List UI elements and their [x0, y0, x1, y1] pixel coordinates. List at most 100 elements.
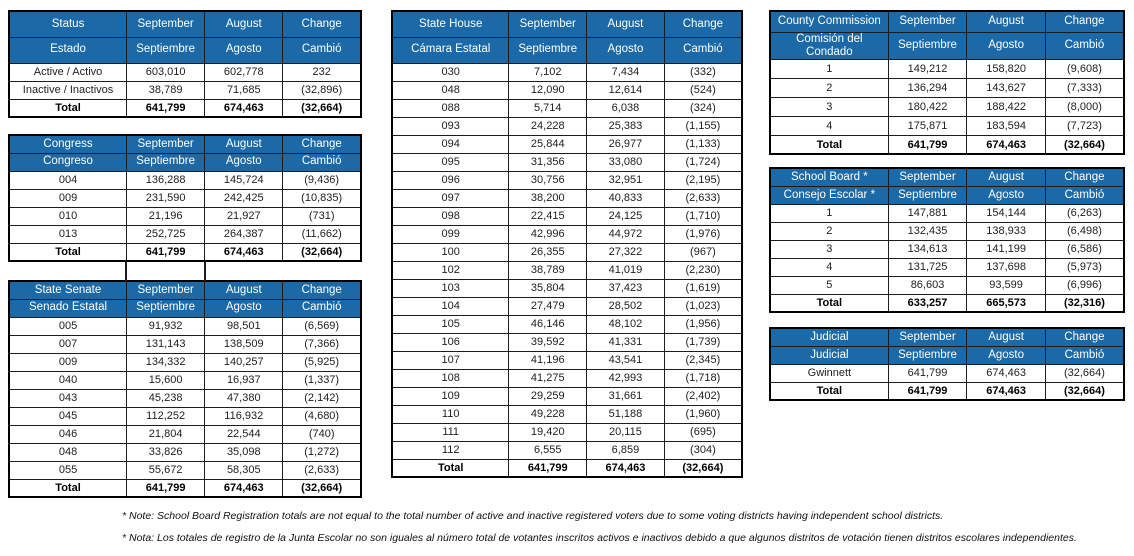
value-cell: (2,633) [282, 460, 362, 480]
value-cell: 98,501 [204, 316, 284, 336]
value-cell: 39,592 [508, 332, 588, 352]
column-header: Change [1044, 10, 1125, 33]
column-header: August [204, 280, 284, 300]
total-row: Total 633,257 665,573 (32,316) [769, 293, 1125, 313]
table-gap [769, 313, 1125, 327]
footnotes: * Note: School Board Registration totals… [122, 510, 1077, 554]
column-header: Agosto [966, 345, 1046, 365]
row-label: 112 [391, 440, 510, 460]
value-cell: 41,019 [586, 260, 665, 280]
value-cell: 6,038 [586, 98, 665, 118]
table-row: 005 91,932 98,501 (6,569) [8, 316, 362, 336]
value-cell: 6,555 [508, 440, 588, 460]
value-cell: (6,569) [282, 316, 362, 336]
table-row: 100 26,355 27,322 (967) [391, 242, 743, 262]
table-row: 2 132,435 138,933 (6,498) [769, 221, 1125, 241]
state_senate-grid: State Senate September August Change Senado … [8, 280, 362, 498]
value-cell: (11,662) [282, 224, 362, 244]
value-cell: 93,599 [966, 275, 1046, 295]
value-cell: (524) [663, 80, 743, 100]
column-header: Septiembre [126, 152, 206, 172]
grid-artifact-line [204, 261, 206, 281]
row-label: 2 [769, 77, 889, 98]
total-value-cell: (32,664) [282, 98, 362, 118]
column-header: Cambió [282, 298, 362, 318]
row-label: 100 [391, 242, 510, 262]
table-row: 098 22,415 24,125 (1,710) [391, 206, 743, 226]
column-header: Cambió [282, 152, 362, 172]
value-cell: 131,143 [126, 334, 206, 354]
column-header: Senado Estatal [8, 298, 128, 318]
value-cell: (2,402) [663, 386, 743, 406]
total-label: Total [391, 458, 510, 478]
column-header: August [204, 10, 284, 38]
value-cell: 38,200 [508, 188, 588, 208]
value-cell: 48,102 [586, 314, 665, 334]
total-value-cell: 665,573 [966, 293, 1046, 313]
total-row: Total 641,799 674,463 (32,664) [8, 98, 362, 118]
column-header: Change [1044, 167, 1125, 187]
column-header: Congress [8, 134, 128, 154]
row-label: 046 [8, 424, 128, 444]
column-header: Estado [8, 36, 128, 64]
value-cell: 31,356 [508, 152, 588, 172]
state-senate-table: State Senate September August Change Senado … [8, 280, 362, 498]
row-label: 010 [8, 206, 128, 226]
value-cell: 143,627 [966, 77, 1046, 98]
school_board-grid: School Board * September August Change Conse… [769, 167, 1125, 314]
table-row: 048 12,090 12,614 (524) [391, 80, 743, 100]
value-cell: 141,199 [966, 239, 1046, 259]
table-row: Active / Activo 603,010 602,778 232 [8, 62, 362, 82]
value-cell: 26,355 [508, 242, 588, 262]
column-header: Judicial [769, 345, 889, 365]
table-row: 048 33,826 35,098 (1,272) [8, 442, 362, 462]
row-label: 093 [391, 116, 510, 136]
row-label: 088 [391, 98, 510, 118]
row-label: 043 [8, 388, 128, 408]
column-header: Septiembre [887, 345, 968, 365]
row-label: 102 [391, 260, 510, 280]
column-header: State Senate [8, 280, 128, 300]
value-cell: (2,633) [663, 188, 743, 208]
value-cell: (10,835) [282, 188, 362, 208]
total-row: Total 641,799 674,463 (32,664) [769, 134, 1125, 155]
value-cell: 41,331 [586, 332, 665, 352]
table-row: 109 29,259 31,661 (2,402) [391, 386, 743, 406]
table-row: 111 19,420 20,115 (695) [391, 422, 743, 442]
value-cell: 136,288 [126, 170, 206, 190]
row-label: 009 [8, 352, 128, 372]
header-row-en: Status September August Change [8, 10, 362, 38]
row-label: 4 [769, 115, 889, 136]
total-value-cell: 641,799 [508, 458, 588, 478]
value-cell: (1,710) [663, 206, 743, 226]
table-row: 088 5,714 6,038 (324) [391, 98, 743, 118]
value-cell: 140,257 [204, 352, 284, 372]
value-cell: 45,238 [126, 388, 206, 408]
table-row: 106 39,592 41,331 (1,739) [391, 332, 743, 352]
column-header: September [887, 327, 968, 347]
value-cell: (6,263) [1044, 203, 1125, 223]
row-label: 4 [769, 257, 889, 277]
value-cell: (740) [282, 424, 362, 444]
value-cell: 25,383 [586, 116, 665, 136]
table-row: 007 131,143 138,509 (7,366) [8, 334, 362, 354]
row-label: 106 [391, 332, 510, 352]
column-header: Status [8, 10, 128, 38]
value-cell: 136,294 [887, 77, 968, 98]
column-header: Septiembre [126, 36, 206, 64]
row-label: 030 [391, 62, 510, 82]
value-cell: 31,661 [586, 386, 665, 406]
table-row: 105 46,146 48,102 (1,956) [391, 314, 743, 334]
value-cell: 242,425 [204, 188, 284, 208]
column-header: State House [391, 10, 510, 38]
value-cell: 137,698 [966, 257, 1046, 277]
table-row: 096 30,756 32,951 (2,195) [391, 170, 743, 190]
row-label: 097 [391, 188, 510, 208]
column-header: Cambió [1044, 31, 1125, 60]
value-cell: 20,115 [586, 422, 665, 442]
table-gap [769, 155, 1125, 167]
column-header: August [966, 10, 1046, 33]
table-row: 107 41,196 43,541 (2,345) [391, 350, 743, 370]
congress-table: Congress September August Change Congreso Sep… [8, 134, 362, 262]
total-label: Total [769, 381, 889, 401]
